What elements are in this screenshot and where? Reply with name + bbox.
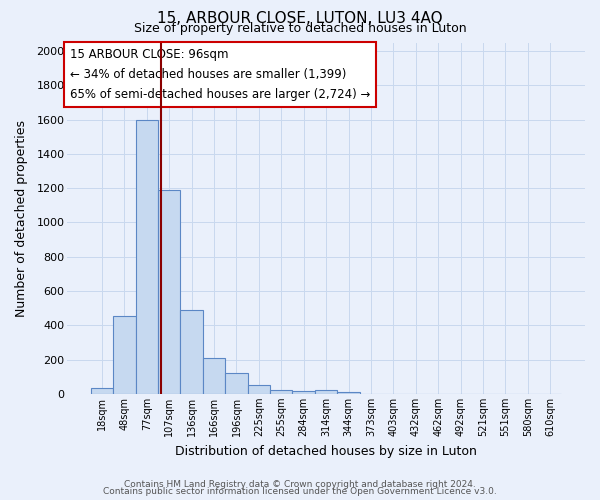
Text: Contains HM Land Registry data © Crown copyright and database right 2024.: Contains HM Land Registry data © Crown c… — [124, 480, 476, 489]
Bar — [91, 388, 113, 394]
Bar — [315, 390, 337, 394]
Text: Contains public sector information licensed under the Open Government Licence v3: Contains public sector information licen… — [103, 487, 497, 496]
Bar — [270, 390, 292, 394]
X-axis label: Distribution of detached houses by size in Luton: Distribution of detached houses by size … — [175, 444, 477, 458]
Bar — [113, 316, 136, 394]
Text: 15 ARBOUR CLOSE: 96sqm
← 34% of detached houses are smaller (1,399)
65% of semi-: 15 ARBOUR CLOSE: 96sqm ← 34% of detached… — [70, 48, 370, 101]
Bar — [181, 310, 203, 394]
Bar — [136, 120, 158, 394]
Bar — [292, 392, 315, 394]
Bar — [248, 386, 270, 394]
Text: 15, ARBOUR CLOSE, LUTON, LU3 4AQ: 15, ARBOUR CLOSE, LUTON, LU3 4AQ — [157, 11, 443, 26]
Text: Size of property relative to detached houses in Luton: Size of property relative to detached ho… — [134, 22, 466, 35]
Y-axis label: Number of detached properties: Number of detached properties — [15, 120, 28, 316]
Bar — [158, 190, 181, 394]
Bar — [337, 392, 360, 394]
Bar — [203, 358, 225, 394]
Bar — [225, 374, 248, 394]
